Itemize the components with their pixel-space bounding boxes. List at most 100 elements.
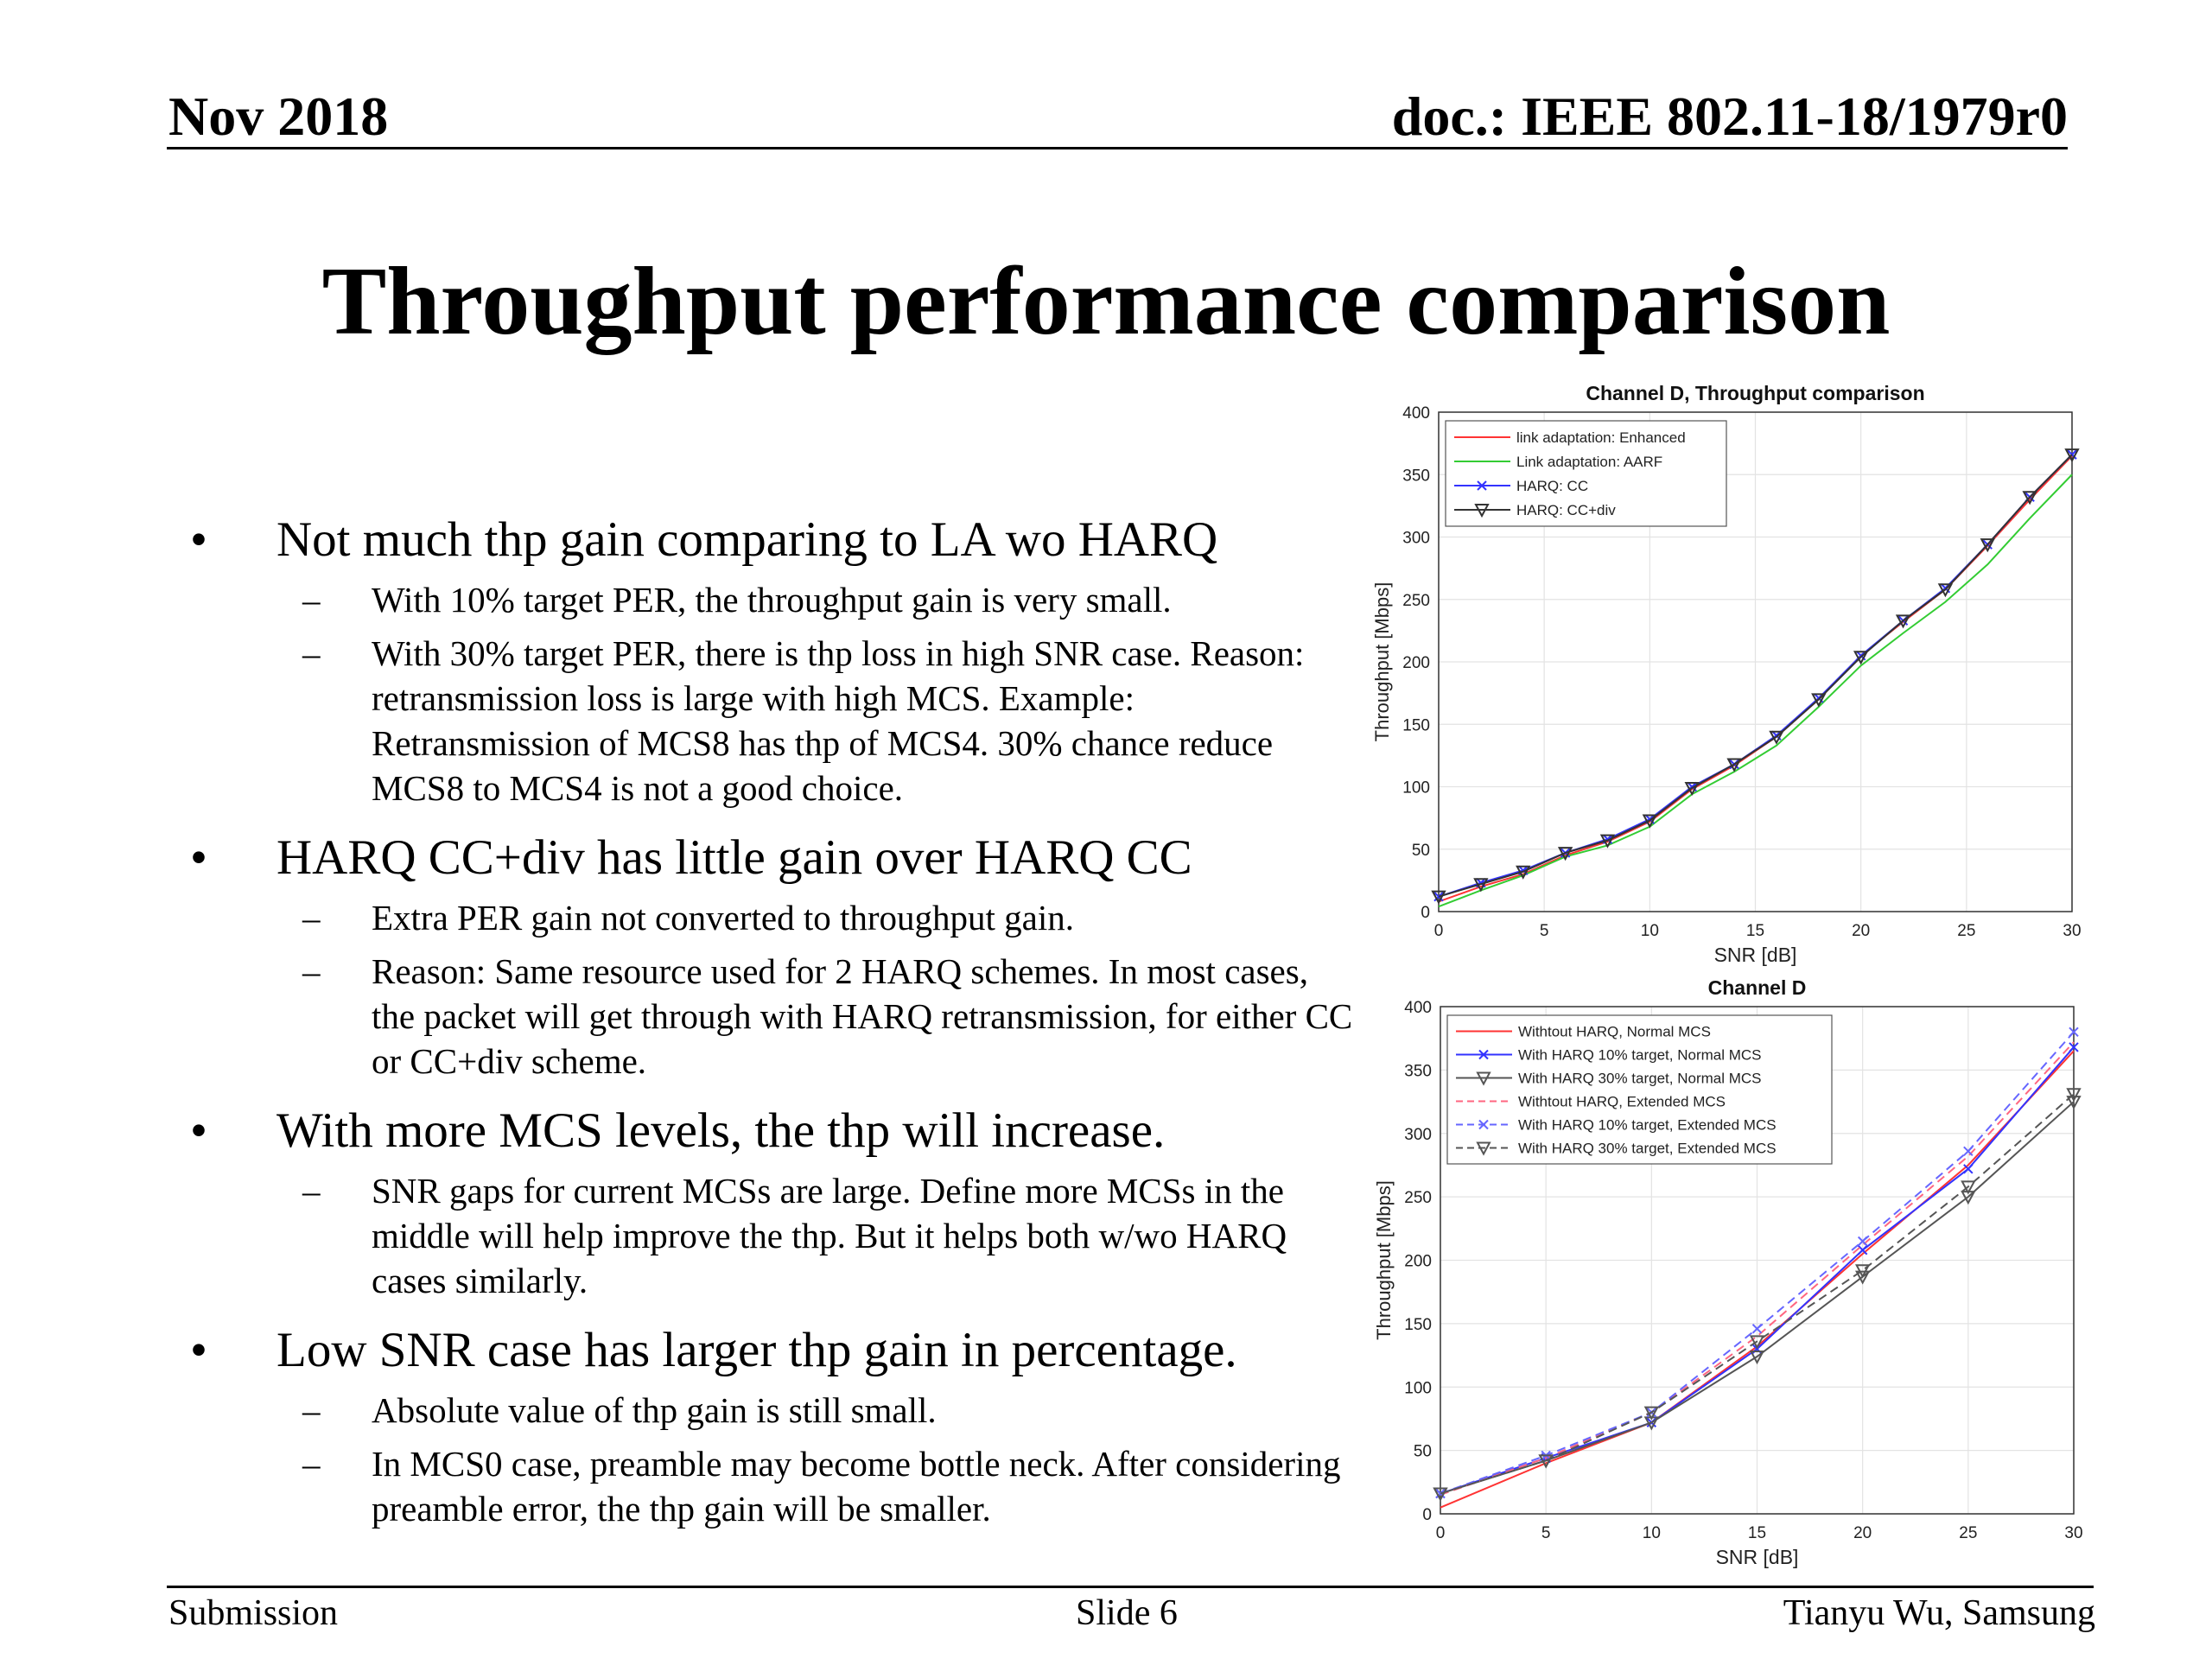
data-point-marker [1642, 814, 1658, 829]
y-tick-label: 350 [1402, 467, 1430, 485]
x-tick-label: 15 [1748, 1524, 1766, 1542]
y-tick-label: 100 [1402, 779, 1430, 798]
data-point-marker [1853, 651, 1869, 665]
y-tick-label: 0 [1422, 1506, 1432, 1524]
legend-marker [1474, 504, 1490, 518]
data-point-marker [1980, 538, 1995, 553]
footer-divider [167, 1586, 2094, 1588]
bullet-text: Low SNR case has larger thp gain in perc… [276, 1323, 1237, 1377]
x-tick-label: 10 [1643, 1524, 1661, 1542]
legend-box [1445, 420, 1727, 527]
y-tick-label: 250 [1404, 1189, 1432, 1207]
data-point-marker [2066, 1088, 2082, 1103]
x-tick-label: 20 [1852, 922, 1870, 940]
footer-author: Tianyu Wu, Samsung [1783, 1593, 2095, 1633]
x-tick-label: 0 [1436, 1524, 1446, 1542]
y-tick-label: 300 [1404, 1126, 1432, 1144]
legend-marker [1476, 1141, 1491, 1156]
sub-bullet-item: – SNR gaps for current MCSs are large. De… [181, 1168, 1357, 1303]
dash-icon: – [302, 1444, 321, 1484]
data-point-marker [1895, 614, 1911, 629]
y-axis-label: Throughput [Mbps] [1371, 582, 1393, 742]
dash-icon: – [302, 951, 321, 991]
data-point-marker [2069, 1027, 2079, 1038]
data-point-marker-stroke [1963, 1164, 1974, 1174]
data-point-marker [1599, 834, 1616, 849]
footer-slide-number: Slide 6 [1076, 1593, 1178, 1633]
dash-icon: – [302, 633, 321, 673]
legend-entry: HARQ: CC [1516, 478, 1588, 494]
data-point-marker [1937, 583, 1954, 598]
bullet-text: Not much thp gain comparing to LA wo HAR… [276, 512, 1218, 567]
plot-area-frame [1440, 1006, 2075, 1515]
throughput-chart-bottom: 0 5 10 15 20 25 30050100150200250300350400SNR … [1373, 976, 2083, 1568]
x-tick-label: 10 [1641, 922, 1659, 940]
data-point-marker [1433, 1487, 1448, 1502]
x-tick-label: 25 [1959, 1524, 1977, 1542]
legend-marker [1477, 480, 1487, 491]
bullet-item: • With more MCS levels, the thp will incr… [181, 1103, 1357, 1160]
data-point-marker [1857, 1236, 1868, 1247]
legend-marker-stroke [1478, 1049, 1489, 1060]
data-point-marker [2069, 1042, 2079, 1052]
legend-entry: With HARQ 10% target, Normal MCS [1518, 1047, 1762, 1064]
y-tick-label: 250 [1402, 592, 1430, 610]
data-point-marker [1684, 781, 1700, 797]
y-axis-label: Throughput [Mbps] [1373, 1180, 1395, 1340]
data-point-marker [1963, 1146, 1974, 1157]
throughput-chart-top: 0 5 10 15 20 25 30050100150200250300350400SNR … [1371, 382, 2082, 966]
data-point-marker [1749, 1335, 1765, 1350]
y-tick-label: 150 [1402, 716, 1430, 734]
data-point-marker-stroke [1857, 1236, 1868, 1247]
series-line-4 [1440, 1041, 2075, 1496]
data-point-marker [1751, 1324, 1763, 1334]
legend-entry: link adaptation: Enhanced [1516, 429, 1686, 446]
data-point-marker [1749, 1351, 1765, 1365]
bullet-list: • Not much thp gain comparing to LA wo HA… [181, 493, 1357, 1531]
slide-title: Throughput performance comparison [321, 248, 1891, 355]
bullet-icon: • [190, 1103, 207, 1158]
data-point-marker-stroke [2069, 1042, 2079, 1052]
y-tick-label: 350 [1404, 1062, 1432, 1080]
series-line-6 [1440, 1093, 2075, 1495]
legend-entry: With HARQ 30% target, Extended MCS [1518, 1141, 1777, 1157]
x-tick-label: 30 [2063, 922, 2081, 940]
dash-icon: – [302, 580, 321, 620]
legend-entry: HARQ: CC+div [1516, 502, 1616, 518]
data-point-marker [1538, 1454, 1554, 1469]
series-line-4 [1438, 454, 2073, 898]
sub-bullet-item: – With 10% target PER, the throughput gai… [181, 577, 1357, 622]
sub-bullet-item: – Extra PER gain not converted to through… [181, 895, 1357, 940]
data-point-marker [1769, 730, 1784, 745]
sub-bullet-item: – Reason: Same resource used for 2 HARQ s… [181, 949, 1357, 1084]
data-point-marker [1961, 1180, 1976, 1195]
series-line-3 [1440, 1101, 2075, 1495]
data-point-marker [1857, 1245, 1868, 1255]
legend-box [1446, 1014, 1833, 1165]
sub-bullet-text: Extra PER gain not converted to throughp… [372, 898, 1075, 938]
dash-icon: – [302, 1390, 321, 1430]
data-point-marker-stroke [1857, 1245, 1868, 1255]
sub-bullet-item: – With 30% target PER, there is thp loss … [181, 631, 1357, 810]
header-doc-id: doc.: IEEE 802.11-18/1979r0 [1391, 86, 2068, 147]
plot-area-frame [1438, 411, 2073, 912]
data-point-marker [1811, 693, 1827, 708]
data-point-marker [1516, 865, 1531, 880]
y-tick-label: 300 [1402, 530, 1430, 548]
legend-marker [1478, 1119, 1489, 1130]
header-divider [167, 147, 2068, 149]
data-point-marker-stroke [1751, 1324, 1763, 1334]
data-point-marker [2066, 1096, 2082, 1110]
legend-entry: Withtout HARQ, Normal MCS [1518, 1024, 1711, 1040]
legend-marker-stroke [1478, 1119, 1489, 1130]
y-tick-label: 400 [1402, 404, 1430, 423]
y-tick-label: 400 [1404, 999, 1432, 1017]
sub-bullet-item: – In MCS0 case, preamble may become bottl… [181, 1441, 1357, 1531]
data-point-marker [1643, 1406, 1660, 1421]
data-point-marker [1963, 1164, 1974, 1174]
x-tick-label: 0 [1434, 922, 1444, 940]
bullet-text: HARQ CC+div has little gain over HARQ CC [276, 830, 1192, 885]
y-tick-label: 200 [1404, 1253, 1432, 1271]
x-axis-label: SNR [dB] [1714, 944, 1797, 966]
legend-marker [1476, 1071, 1491, 1086]
